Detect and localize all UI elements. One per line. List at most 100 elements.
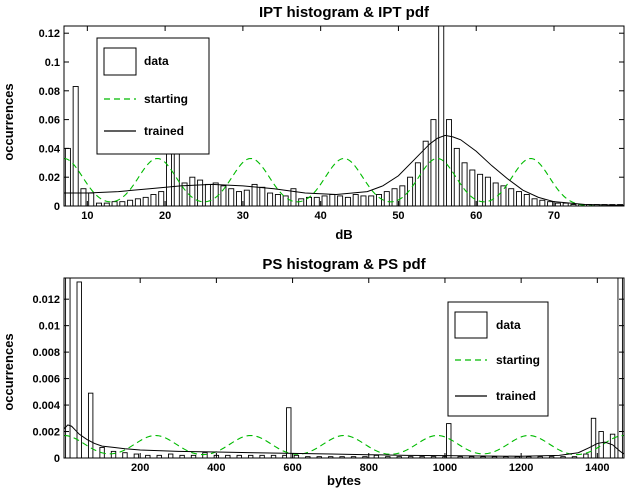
- ipt-histogram-bar: [453, 147, 460, 206]
- ipt-histogram-bar: [274, 194, 281, 206]
- ps-x-tick-label: 1200: [509, 462, 533, 474]
- ipt-histogram-bar: [243, 189, 250, 206]
- ps-histogram-bar: [202, 452, 208, 458]
- ps-series: [64, 278, 624, 458]
- ipt-x-tick-label: 40: [315, 210, 327, 222]
- ipt-y-tick-label: 0.06: [39, 115, 60, 127]
- ipt-histogram-bar: [212, 182, 219, 206]
- ipt-y-tick-label: 0.08: [39, 86, 60, 98]
- ipt-histogram-bar: [321, 195, 328, 206]
- ipt-histogram-bar: [228, 188, 235, 206]
- ps-histogram-bar: [293, 454, 300, 458]
- ipt-histogram-bar: [523, 194, 530, 206]
- ipt-histogram-bar: [500, 185, 507, 206]
- ipt-histogram-bar: [251, 183, 258, 206]
- ipt-chart: IPT histogram & IPT pdf dB occurrences 1…: [1, 4, 625, 242]
- ps-histogram-bar: [190, 454, 197, 458]
- ps-histogram-bar: [236, 454, 242, 458]
- ps-y-tick-label: 0.012: [32, 294, 60, 306]
- ipt-y-tick-label: 0: [54, 201, 60, 213]
- ps-histogram-bar: [179, 454, 185, 458]
- ipt-histogram-bar: [383, 191, 390, 206]
- ps-histogram-bar: [110, 450, 117, 458]
- ipt-chart-title: IPT histogram & IPT pdf: [259, 4, 430, 21]
- ps-histogram-bar: [446, 423, 452, 458]
- ps-x-tick-label: 1400: [585, 462, 609, 474]
- ipt-y-tick-label: 0.02: [39, 172, 60, 184]
- ipt-histogram-bar: [376, 194, 382, 206]
- ipt-histogram-bar: [236, 191, 242, 206]
- ps-legend: data starting trained: [447, 301, 549, 417]
- ps-legend-starting-label: starting: [496, 353, 540, 367]
- ipt-histogram-bar: [298, 198, 305, 206]
- ipt-histogram-bar: [111, 201, 118, 206]
- ipt-histogram-bar: [72, 86, 79, 206]
- ipt-series: [64, 26, 624, 206]
- ipt-histogram-bar: [337, 195, 344, 206]
- ps-y-tick-label: 0.002: [32, 427, 60, 439]
- ipt-y-tick-label: 0.12: [39, 28, 60, 40]
- ps-x-tick-label: 200: [131, 462, 149, 474]
- ipt-histogram-bar: [430, 119, 437, 206]
- ipt-histogram-bar: [80, 188, 87, 206]
- ps-histogram-bar: [247, 454, 254, 458]
- ps-y-tick-label: 0.006: [32, 374, 60, 386]
- ps-y-tick-label: 0.01: [39, 321, 60, 333]
- ps-x-tick-label: 600: [283, 462, 301, 474]
- ipt-histogram-bar: [344, 196, 351, 206]
- ps-histogram-bar: [225, 454, 231, 458]
- ipt-legend: data starting trained: [96, 37, 210, 155]
- ipt-histogram-bar: [127, 199, 134, 206]
- ipt-histogram-bar: [150, 194, 157, 206]
- ipt-histogram-bar: [531, 198, 538, 206]
- ipt-plot-area: 10 20 30 40 50 60 70 0 0.02 0.04 0.06 0.08 0.1 0.12: [39, 25, 625, 222]
- ipt-histogram-bar: [204, 183, 211, 206]
- ipt-histogram-bar: [492, 182, 499, 206]
- ipt-axes-frame: [63, 25, 625, 207]
- ps-trained-pdf-line: [64, 424, 624, 457]
- ipt-legend-data-swatch: [103, 47, 137, 76]
- ipt-y-tick-label: 0.04: [39, 143, 61, 155]
- ipt-histogram-bar: [547, 201, 554, 206]
- ipt-histogram-bar: [282, 195, 289, 206]
- ps-histogram-bar: [598, 431, 604, 458]
- ipt-histogram-bar: [134, 198, 141, 206]
- ipt-histogram-bar: [360, 195, 367, 206]
- ps-chart: PS histogram & PS pdf bytes occurrences …: [1, 256, 625, 488]
- ps-histogram-bar: [583, 453, 589, 458]
- ps-histogram-bar: [259, 454, 265, 458]
- ps-x-tick-label: 400: [207, 462, 225, 474]
- ipt-histogram-bar: [484, 176, 491, 206]
- ps-chart-title: PS histogram & PS pdf: [262, 256, 426, 273]
- ps-starting-pdf-line: [64, 434, 624, 456]
- ps-legend-data-label: data: [496, 318, 521, 332]
- ipt-x-tick-label: 10: [81, 210, 93, 222]
- ipt-x-tick-label: 30: [237, 210, 249, 222]
- ipt-x-tick-label: 60: [470, 210, 482, 222]
- ipt-histogram-bar: [181, 182, 188, 206]
- ipt-histogram-bar: [399, 185, 406, 206]
- ipt-histogram-bar: [189, 176, 196, 206]
- ps-histogram-bar: [122, 452, 128, 458]
- ps-y-tick-label: 0: [54, 453, 60, 465]
- ps-legend-data-swatch: [454, 311, 488, 339]
- ipt-legend-data-label: data: [144, 54, 169, 68]
- ps-x-tick-label: 800: [360, 462, 378, 474]
- ipt-histogram-bar: [329, 194, 336, 206]
- ipt-y-axis-label: occurrences: [1, 83, 16, 160]
- ps-histogram-bar: [145, 454, 151, 458]
- ps-y-tick-label: 0.008: [32, 347, 60, 359]
- ps-x-axis-label: bytes: [327, 473, 361, 488]
- ps-histogram-bar: [65, 278, 71, 458]
- ipt-starting-pdf-line: [64, 157, 624, 206]
- ipt-trained-pdf-line: [64, 134, 624, 206]
- ipt-histogram-bar: [197, 179, 204, 206]
- ipt-legend-starting-label: starting: [144, 92, 188, 106]
- ipt-histogram-bar: [516, 191, 522, 206]
- ps-histogram-bar: [286, 407, 292, 458]
- ps-x-tick-label: 1000: [433, 462, 457, 474]
- ipt-histogram-bar: [446, 119, 452, 206]
- ps-axes-frame: [63, 277, 625, 459]
- ps-plot-area: 200 400 600 800 1000 1200 1400 0 0.002 0.004 0.006…: [32, 277, 625, 474]
